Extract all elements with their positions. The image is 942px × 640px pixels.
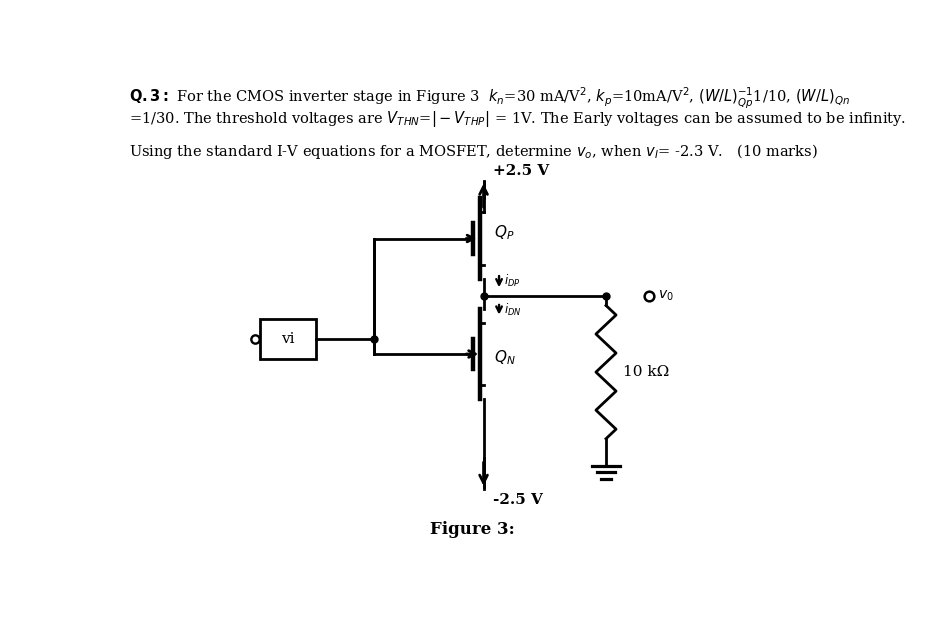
Text: Using the standard I-V equations for a MOSFET, determine $v_o$, when $v_I$= -2.3: Using the standard I-V equations for a M… bbox=[129, 142, 819, 161]
Text: $v_0$: $v_0$ bbox=[658, 289, 674, 303]
Bar bbox=[260, 319, 317, 358]
Text: $i_{DN}$: $i_{DN}$ bbox=[505, 301, 522, 318]
Text: vi: vi bbox=[282, 332, 295, 346]
Text: Figure 3:: Figure 3: bbox=[430, 521, 514, 538]
Text: $Q_N$: $Q_N$ bbox=[495, 349, 516, 367]
Text: $i_{DP}$: $i_{DP}$ bbox=[505, 273, 521, 289]
Text: +2.5 V: +2.5 V bbox=[493, 164, 549, 178]
Text: -2.5 V: -2.5 V bbox=[493, 493, 543, 508]
Text: $Q_P$: $Q_P$ bbox=[495, 224, 514, 243]
Text: $\mathbf{Q.3:}$ For the CMOS inverter stage in Figure 3  $k_n$=30 mA/V$^2$, $k_p: $\mathbf{Q.3:}$ For the CMOS inverter st… bbox=[129, 86, 851, 111]
Text: 10 kΩ: 10 kΩ bbox=[623, 365, 670, 379]
Text: =1/30. The threshold voltages are $V_{THN}$=$|-V_{THP}|$ = 1V. The Early voltage: =1/30. The threshold voltages are $V_{TH… bbox=[129, 109, 906, 129]
